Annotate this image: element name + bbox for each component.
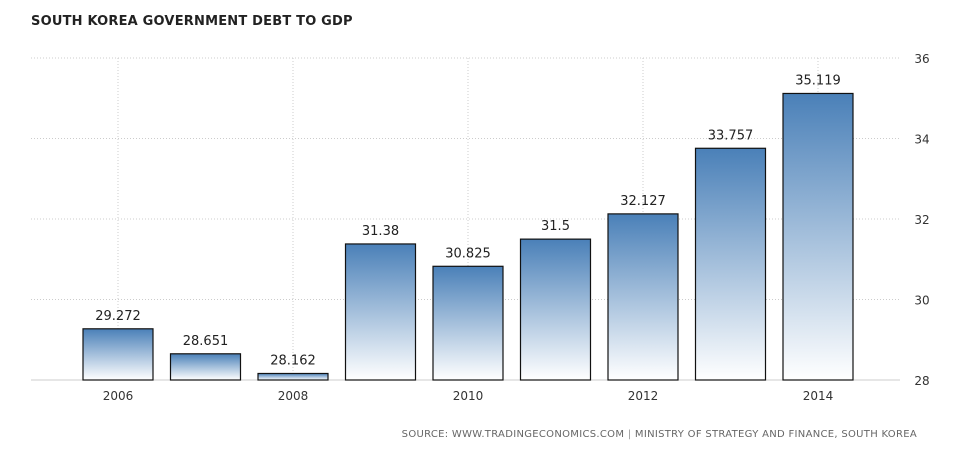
x-axis-ticks: 2006 2008 2010 2012 2014 (103, 389, 834, 403)
bar-2008 (257, 372, 329, 381)
data-label-2011: 31.5 (541, 219, 570, 234)
data-label-2014: 35.119 (795, 73, 841, 88)
x-tick-label: 2006 (103, 389, 134, 403)
source-label: SOURCE: WWW.TRADINGECONOMICS.COM (401, 429, 625, 440)
data-label-2013: 33.757 (708, 128, 754, 143)
source-note: SOURCE: WWW.TRADINGECONOMICS.COM | MINIS… (402, 429, 917, 440)
x-tick-label: 2008 (278, 389, 309, 403)
x-tick-label: 2012 (628, 389, 659, 403)
y-tick-label: 36 (914, 52, 929, 66)
data-label-2006: 29.272 (95, 309, 141, 324)
chart-title: SOUTH KOREA GOVERNMENT DEBT TO GDP (31, 14, 353, 29)
x-tick-label: 2010 (453, 389, 484, 403)
data-label-2009: 31.38 (362, 224, 399, 239)
bar-2006 (82, 328, 154, 381)
value-labels: 29.272 28.651 28.162 31.38 30.825 31.5 32.127 3… (95, 73, 841, 368)
bar-2009 (344, 243, 417, 381)
bar-2012 (607, 213, 679, 381)
bar-2007 (169, 353, 242, 381)
source-org: MINISTRY OF STRATEGY AND FINANCE, SOUTH … (634, 429, 917, 440)
bars (82, 92, 854, 381)
bar-2014 (782, 92, 854, 381)
y-tick-label: 30 (914, 294, 929, 308)
y-tick-label: 32 (914, 213, 929, 227)
bar-2010 (432, 265, 504, 381)
bar-2011 (519, 238, 592, 381)
data-label-2008: 28.162 (270, 353, 316, 368)
y-tick-label: 34 (914, 133, 929, 147)
data-label-2012: 32.127 (620, 194, 666, 209)
bar-2013 (694, 147, 767, 381)
y-axis-ticks: 28 30 32 34 36 (914, 52, 929, 388)
data-label-2007: 28.651 (183, 334, 229, 349)
source-separator: | (627, 429, 632, 440)
y-tick-label: 28 (914, 374, 929, 388)
x-tick-label: 2014 (803, 389, 834, 403)
data-label-2010: 30.825 (445, 246, 491, 261)
